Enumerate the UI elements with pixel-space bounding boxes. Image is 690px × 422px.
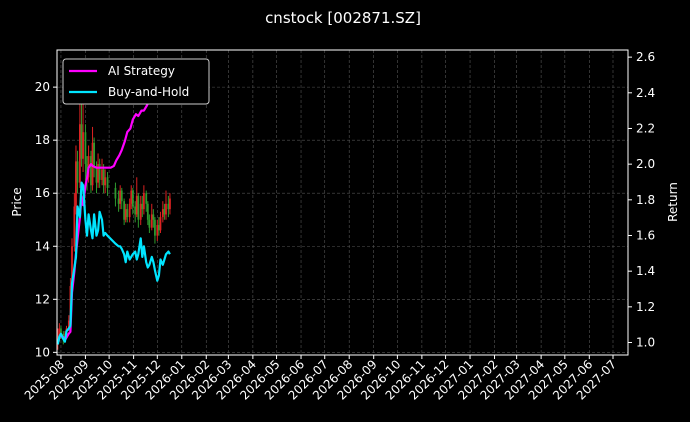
candle-body <box>157 225 160 231</box>
right-axis-ticks: 1.0 1.2 1.4 1.6 1.8 2.0 2.2 2.4 2.6 <box>628 50 655 350</box>
chart-title: cnstock [002871.SZ] <box>265 9 421 27</box>
candle-body <box>165 203 167 215</box>
candle-body <box>91 142 94 186</box>
candle-body <box>152 214 155 220</box>
candle-body <box>123 201 126 220</box>
candle-body <box>145 193 148 204</box>
candle-body <box>117 198 120 204</box>
y2-tick-label: 1.4 <box>636 264 655 278</box>
y-tick-label: 14 <box>35 239 50 253</box>
left-axis-ticks: 10 12 14 16 18 20 <box>35 80 57 359</box>
y2-tick-label: 2.4 <box>636 86 655 100</box>
candle-body <box>79 124 81 183</box>
candle-body <box>134 206 137 215</box>
candle-body <box>142 193 145 210</box>
candle-body <box>163 209 166 215</box>
legend-label-ai-strategy: AI Strategy <box>108 64 175 78</box>
candle-body <box>126 209 129 218</box>
y2-axis-title: Return <box>666 182 680 222</box>
candle-body <box>139 203 142 220</box>
series-line-buy-and-hold <box>56 181 171 345</box>
candle-body <box>60 328 62 334</box>
candle-body <box>95 166 98 183</box>
candle-body <box>131 190 134 207</box>
candle-body <box>106 177 109 188</box>
candle-body <box>128 203 131 218</box>
y-tick-label: 12 <box>35 292 50 306</box>
y2-tick-label: 1.0 <box>636 336 655 350</box>
candle-body <box>90 156 92 186</box>
candle-body <box>137 195 140 220</box>
candle-body <box>84 132 87 165</box>
candle-body <box>159 217 162 231</box>
candle-body <box>75 161 77 207</box>
candle-body <box>80 124 83 159</box>
y-tick-label: 16 <box>35 186 50 200</box>
candlesticks <box>56 79 171 350</box>
candle-body <box>120 190 123 202</box>
y-axis-title: Price <box>10 187 24 216</box>
y2-tick-label: 2.6 <box>636 50 655 64</box>
candle-body <box>67 320 70 329</box>
candle-body <box>169 198 171 210</box>
y2-tick-label: 1.8 <box>636 193 655 207</box>
candle-body <box>93 142 96 167</box>
legend-box <box>62 58 210 105</box>
candle-body <box>76 161 79 183</box>
plot-area-frame <box>56 49 629 356</box>
y-tick-label: 10 <box>35 345 50 359</box>
candle-body <box>101 169 103 180</box>
candle-body <box>119 190 122 204</box>
candle-body <box>135 195 138 215</box>
series-lines <box>56 65 171 345</box>
candle-body <box>150 214 153 228</box>
candle-body <box>146 203 149 220</box>
candle-body <box>98 164 101 180</box>
y2-tick-label: 1.6 <box>636 228 655 242</box>
candle-body <box>156 225 159 236</box>
candle-body <box>58 328 61 337</box>
legend: AI Strategy Buy-and-Hold <box>62 58 210 105</box>
candle-body <box>141 203 144 210</box>
candle-body <box>104 177 107 186</box>
candle-body <box>82 132 84 159</box>
candle-body <box>154 219 156 236</box>
y-tick-label: 20 <box>35 80 50 94</box>
legend-label-buy-and-hold: Buy-and-Hold <box>108 85 189 99</box>
candle-body <box>130 190 133 204</box>
y2-tick-label: 2.0 <box>636 157 655 171</box>
candle-body <box>114 187 117 199</box>
candle-body <box>102 169 105 186</box>
candle-body <box>97 164 99 183</box>
y2-tick-label: 1.2 <box>636 300 655 314</box>
candle-body <box>148 219 151 228</box>
candle-body <box>86 164 88 178</box>
candle-body <box>124 209 127 220</box>
y-tick-label: 18 <box>35 133 50 147</box>
candle-body <box>71 246 73 287</box>
candle-body <box>161 209 164 218</box>
y2-tick-label: 2.2 <box>636 121 655 135</box>
candle-body <box>73 206 76 247</box>
candle-body <box>167 203 170 210</box>
